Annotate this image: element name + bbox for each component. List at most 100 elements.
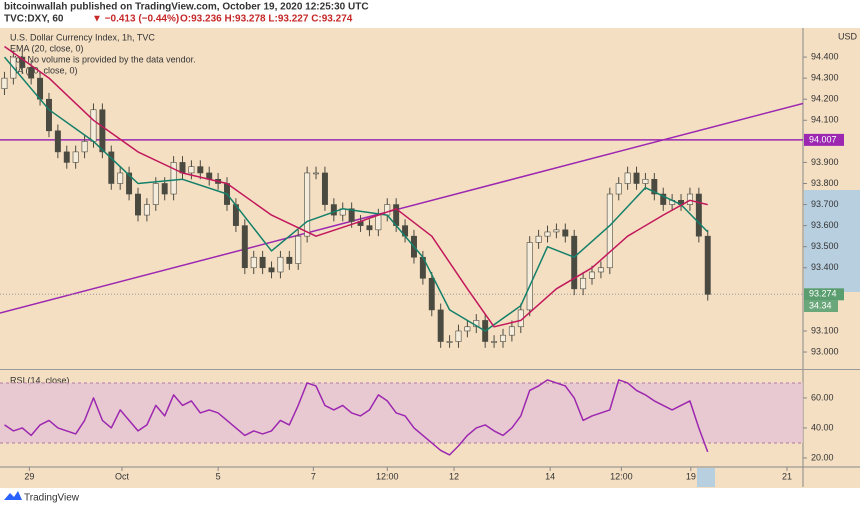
x-tick-label: 12 — [449, 471, 459, 481]
axis-label-box — [804, 300, 838, 312]
candle-body — [126, 172, 133, 195]
candle-body — [553, 229, 560, 233]
price-label: 94.007 — [809, 134, 837, 144]
y-tick-label: 40.00 — [811, 422, 834, 432]
y-tick-label: 93.500 — [811, 241, 839, 251]
candle-body — [313, 172, 320, 175]
y-tick-label: 93.100 — [811, 325, 839, 335]
candle-body — [571, 235, 578, 290]
candle-body — [535, 235, 542, 243]
candle-body — [651, 178, 658, 195]
candle-body — [99, 109, 106, 153]
candle-body — [384, 204, 391, 216]
x-tick-label: 19 — [686, 471, 696, 481]
candle-body — [375, 214, 382, 231]
candle-body — [72, 151, 79, 163]
candle-body — [286, 256, 293, 264]
x-tick-label: 5 — [216, 471, 221, 481]
candle-body — [28, 67, 35, 79]
candle-body — [624, 172, 631, 184]
y-tick-label: 93.800 — [811, 178, 839, 188]
candle-body — [143, 204, 150, 216]
y-tick-label: 93.600 — [811, 220, 839, 230]
candle-body — [197, 166, 204, 174]
candle-body — [19, 56, 26, 68]
candle-body — [580, 277, 587, 290]
x-tick-label: 14 — [545, 471, 555, 481]
price-label-box — [804, 288, 844, 301]
candle-body — [45, 98, 52, 132]
series-line — [4, 379, 709, 456]
candle-body — [268, 267, 275, 273]
y-tick-label: 20.00 — [811, 452, 834, 462]
candle-body — [704, 235, 711, 295]
price-label: 93.274 — [809, 289, 837, 299]
change: ▼ −0.413 (−0.44%) — [92, 14, 179, 25]
candle-body — [366, 225, 373, 231]
candle-body — [250, 256, 257, 269]
pane-title: RSI (14, close) — [10, 375, 70, 385]
x-tick-label: 29 — [24, 471, 34, 481]
candle-body — [170, 162, 177, 195]
candle-body — [491, 341, 498, 343]
candle-body — [259, 256, 266, 269]
candle-body — [241, 225, 248, 269]
candle-body — [455, 330, 462, 342]
candle-body — [321, 172, 328, 205]
candle-body — [161, 183, 168, 195]
ohlc: O:93.236 H:93.278 L:93.227 C:93.274 — [180, 14, 353, 25]
y-tick-label: 93.900 — [811, 157, 839, 167]
x-tick-label: Oct — [115, 471, 130, 481]
candle-body — [90, 109, 97, 142]
x-tick-label: 21 — [782, 471, 792, 481]
candle-body — [330, 204, 337, 216]
candle-body — [81, 141, 88, 153]
axis-label: 34.34 — [809, 300, 832, 310]
candle-body — [464, 326, 471, 332]
candle-body — [188, 166, 195, 174]
time-selection — [697, 468, 715, 487]
y-tick-label: 94.100 — [811, 115, 839, 125]
axis-unit: USD — [838, 31, 858, 41]
y-tick-label: 93.700 — [811, 199, 839, 209]
logo-icon — [4, 491, 22, 500]
candle-body — [606, 193, 613, 269]
pane-title: U.S. Dollar Currency Index, 1h, TVC — [10, 32, 155, 42]
logo: TradingView — [24, 493, 80, 504]
candle-body — [562, 229, 569, 237]
plot — [0, 45, 803, 348]
candle-body — [500, 334, 506, 342]
candle-body — [108, 151, 115, 184]
rsi-band — [0, 382, 803, 443]
candle-body — [642, 178, 649, 184]
candle-body — [446, 341, 453, 343]
candle-body — [695, 193, 702, 237]
candle-body — [437, 309, 444, 342]
candle-body — [544, 231, 551, 237]
candle-body — [1, 77, 8, 89]
candle-body — [152, 183, 159, 205]
y-tick-label: 94.200 — [811, 94, 839, 104]
y-tick-label: 93.400 — [811, 262, 839, 272]
candle-body — [428, 277, 435, 311]
candle-body — [304, 172, 311, 237]
legend-line: Vol: No volume is provided by the data v… — [10, 54, 196, 64]
candle-body — [277, 256, 284, 273]
candle-body — [526, 242, 533, 311]
candle-body — [348, 208, 355, 222]
candle-body — [63, 151, 70, 163]
candle-body — [295, 235, 302, 264]
y-tick-label: 94.300 — [811, 73, 839, 83]
legend-line: MA (50, close, 0) — [10, 65, 78, 75]
x-tick-label: 7 — [311, 471, 316, 481]
x-tick-label: 12:00 — [610, 471, 633, 481]
symbol: TVC:DXY, 60 — [4, 14, 64, 25]
candle-body — [633, 172, 640, 184]
candle-body — [597, 267, 604, 273]
candle-body — [508, 326, 515, 336]
y-tick-label: 93.000 — [811, 346, 839, 356]
trend-line — [0, 102, 803, 314]
axis-selection — [804, 190, 860, 292]
candle-body — [54, 130, 61, 153]
